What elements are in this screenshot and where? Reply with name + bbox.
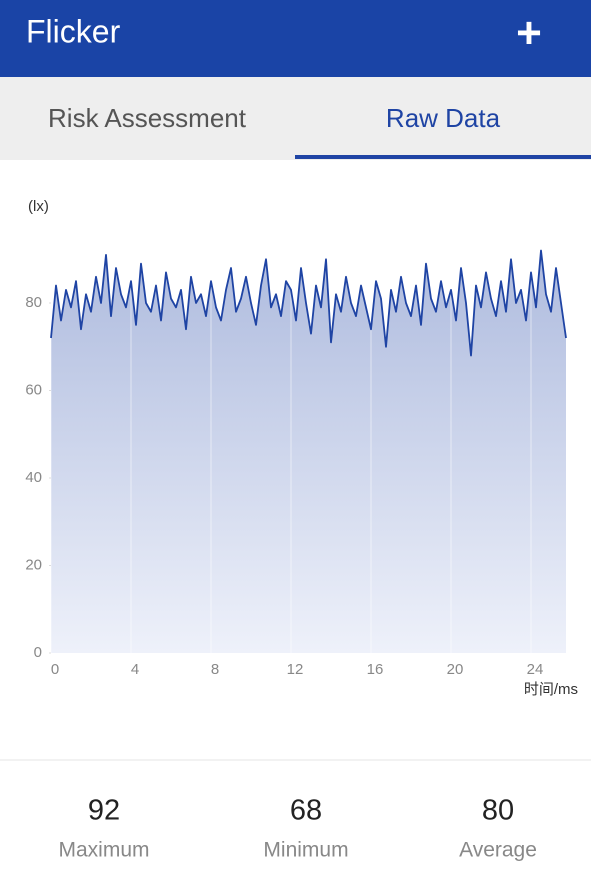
tab[interactable]: Risk Assessment [48,103,247,133]
add-button[interactable]: + [516,9,542,58]
y-tick-label: 80 [25,294,42,311]
y-tick-label: 20 [25,556,42,573]
x-axis-label: 时间/ms [524,681,578,698]
stat-label: Average [459,839,537,862]
stat-value: 80 [482,795,514,827]
area-fill [51,250,566,653]
x-tick-label: 8 [211,661,219,678]
app-title: Flicker [26,13,121,49]
stat-label: Maximum [58,839,149,862]
stat-value: 68 [290,795,322,827]
y-axis-label: (lx) [28,198,49,215]
y-tick-label: 40 [25,469,42,486]
app-bar [0,0,591,77]
chart: (lx) 时间/ms 0 4 8 12 16 20 24 0 20 40 60 80 [25,198,578,698]
x-tick-label: 4 [131,661,139,678]
y-tick-label: 60 [25,381,42,398]
tab-indicator [295,155,591,159]
x-tick-label: 0 [51,661,59,678]
stats: 92 Maximum 68 Minimum 80 Average [58,795,536,862]
x-tick-label: 16 [367,661,384,678]
stat-label: Minimum [263,839,348,862]
stat-value: 92 [88,795,120,827]
tab-bar [0,77,591,160]
tab-active[interactable]: Raw Data [386,103,501,133]
y-tick-label: 0 [34,644,42,661]
x-tick-label: 12 [287,661,304,678]
data-line [50,249,567,357]
x-tick-label: 24 [527,661,544,678]
x-tick-label: 20 [447,661,464,678]
